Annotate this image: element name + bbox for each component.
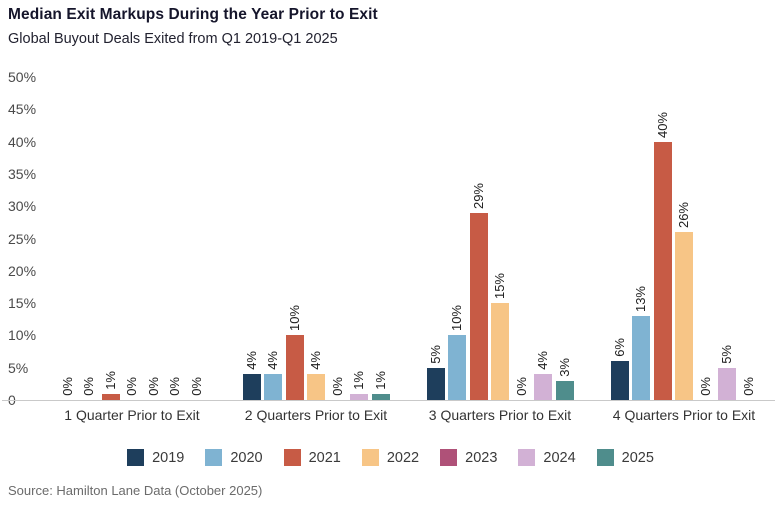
bar-value-label: 4% bbox=[243, 351, 259, 370]
bar-2022-q4 bbox=[675, 232, 693, 400]
bar-2021-q4 bbox=[653, 142, 672, 400]
x-axis-line bbox=[2, 400, 775, 401]
y-tick-label: 5% bbox=[8, 359, 29, 376]
legend-swatch-icon bbox=[596, 449, 614, 466]
legend-label: 2022 bbox=[386, 449, 420, 466]
legend-item-2023: 2023 bbox=[440, 449, 497, 466]
bar-2019-q3 bbox=[426, 368, 445, 400]
bar-2022-q3 bbox=[491, 303, 509, 400]
bar-2020-q3 bbox=[448, 335, 466, 400]
bar-value-label: 3% bbox=[556, 358, 572, 377]
x-category-label: 4 Quarters Prior to Exit bbox=[612, 407, 756, 423]
bar-value-label: 0% bbox=[167, 377, 182, 396]
bar-value-label: 5% bbox=[427, 345, 443, 364]
legend-label: 2023 bbox=[465, 449, 498, 466]
bar-2020-q4 bbox=[632, 316, 650, 400]
bar-2021-q1 bbox=[101, 394, 120, 400]
legend-item-2019: 2019 bbox=[127, 449, 184, 466]
legend-item-2020: 2020 bbox=[205, 449, 263, 466]
bar-value-label: 13% bbox=[633, 285, 648, 312]
legend-swatch-icon bbox=[127, 449, 145, 466]
y-tick-label: 35% bbox=[8, 165, 37, 182]
bar-value-label: 1% bbox=[102, 371, 118, 390]
legend-item-2024: 2024 bbox=[518, 449, 576, 466]
bar-value-label: 4% bbox=[535, 351, 550, 370]
bar-2019-q4 bbox=[610, 361, 629, 400]
chart-subtitle: Global Buyout Deals Exited from Q1 2019-… bbox=[8, 31, 338, 47]
legend-swatch-icon bbox=[283, 449, 301, 466]
bar-value-label: 15% bbox=[492, 272, 507, 299]
bar-2021-q2 bbox=[285, 335, 304, 400]
bar-value-label: 0% bbox=[329, 377, 345, 396]
bar-value-label: 26% bbox=[676, 201, 691, 228]
legend-label: 2025 bbox=[621, 449, 654, 466]
bar-value-label: 1% bbox=[351, 371, 366, 390]
legend: 2019 2020 2021 2022 2023 2024 2025 bbox=[0, 449, 781, 466]
y-tick-label: 30% bbox=[8, 198, 37, 215]
legend-swatch-icon bbox=[205, 449, 223, 466]
bar-value-label: 4% bbox=[265, 351, 280, 370]
legend-label: 2020 bbox=[230, 449, 263, 466]
bar-value-label: 0% bbox=[59, 377, 75, 396]
y-tick-label: 25% bbox=[8, 230, 37, 247]
legend-item-2021: 2021 bbox=[283, 449, 341, 466]
bar-value-label: 40% bbox=[654, 111, 670, 138]
bar-value-label: 10% bbox=[449, 304, 464, 331]
bar-2020-q2 bbox=[264, 374, 282, 400]
legend-swatch-icon bbox=[361, 449, 379, 466]
bar-value-label: 1% bbox=[372, 371, 388, 390]
chart-title: Median Exit Markups During the Year Prio… bbox=[8, 6, 378, 23]
y-tick-label: 10% bbox=[8, 327, 37, 344]
bar-2024-q2 bbox=[350, 394, 368, 400]
bar-2019-q2 bbox=[242, 374, 261, 400]
x-category-label: 2 Quarters Prior to Exit bbox=[244, 407, 388, 423]
y-tick-label: 45% bbox=[8, 101, 37, 118]
legend-item-2025: 2025 bbox=[596, 449, 654, 466]
bar-2022-q2 bbox=[307, 374, 325, 400]
bar-2021-q3 bbox=[469, 213, 488, 400]
bar-value-label: 0% bbox=[513, 377, 529, 396]
bar-value-label: 29% bbox=[470, 182, 486, 209]
bar-value-label: 0% bbox=[740, 377, 756, 396]
bar-value-label: 6% bbox=[611, 338, 627, 357]
x-category-label: 1 Quarter Prior to Exit bbox=[64, 407, 200, 423]
y-tick-label: 15% bbox=[8, 295, 37, 312]
bar-value-label: 0% bbox=[124, 377, 139, 396]
legend-swatch-icon bbox=[518, 449, 536, 466]
bar-2024-q4 bbox=[718, 368, 736, 400]
bar-2025-q2 bbox=[371, 394, 390, 400]
bar-value-label: 0% bbox=[145, 377, 161, 396]
source-note: Source: Hamilton Lane Data (October 2025… bbox=[8, 483, 263, 498]
y-tick-label: 20% bbox=[8, 262, 37, 279]
legend-swatch-icon bbox=[440, 449, 458, 466]
legend-label: 2024 bbox=[543, 449, 576, 466]
legend-item-2022: 2022 bbox=[361, 449, 420, 466]
bar-value-label: 5% bbox=[719, 345, 734, 364]
legend-label: 2021 bbox=[308, 449, 341, 466]
bar-value-label: 0% bbox=[188, 377, 204, 396]
bar-value-label: 10% bbox=[286, 304, 302, 331]
bar-2024-q3 bbox=[534, 374, 552, 400]
legend-label: 2019 bbox=[152, 449, 185, 466]
y-tick-label: 40% bbox=[8, 133, 37, 150]
bar-value-label: 4% bbox=[308, 351, 323, 370]
x-category-label: 3 Quarters Prior to Exit bbox=[428, 407, 572, 423]
y-tick-label: 50% bbox=[8, 69, 37, 85]
bar-2025-q3 bbox=[555, 381, 574, 400]
bar-value-label: 0% bbox=[81, 377, 96, 396]
bar-value-label: 0% bbox=[697, 377, 713, 396]
